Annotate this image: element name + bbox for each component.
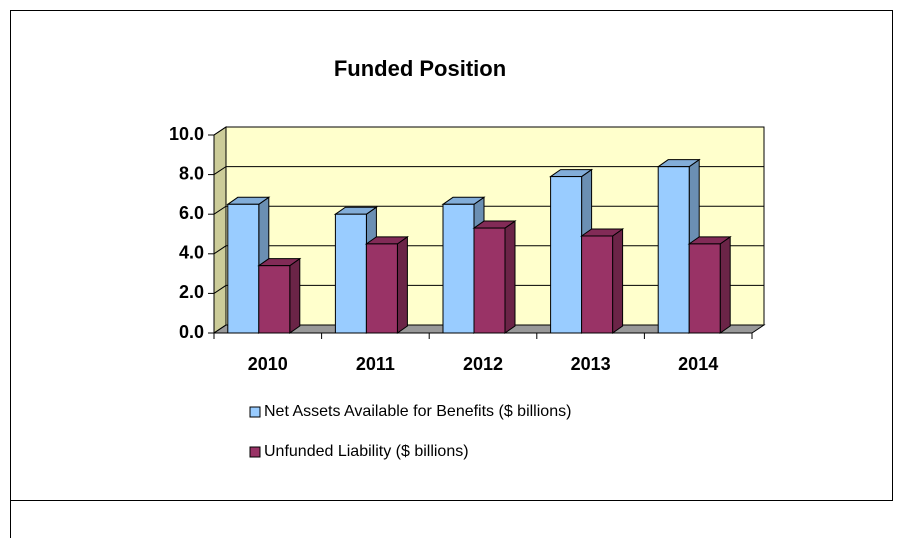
bar-side — [504, 220, 516, 334]
grid-line — [213, 126, 764, 136]
bar — [657, 166, 690, 334]
bar-side — [396, 235, 408, 334]
legend-swatch — [249, 406, 261, 418]
y-tick-label: 6.0 — [179, 203, 204, 223]
bar — [550, 176, 583, 334]
bar — [581, 235, 614, 334]
y-tick-label: 8.0 — [179, 163, 204, 183]
bar-side — [612, 228, 624, 334]
side-wall — [213, 126, 227, 334]
y-tick-label: 2.0 — [179, 282, 204, 302]
chart-title: Funded Position — [334, 56, 506, 81]
bar — [334, 213, 367, 334]
y-tick-label: 4.0 — [179, 243, 204, 263]
x-tick-label: 2010 — [248, 354, 288, 374]
x-tick-label: 2014 — [678, 354, 718, 374]
bar — [688, 243, 721, 334]
bar-side — [719, 235, 731, 334]
grid-line — [213, 166, 764, 176]
chart-frame — [10, 10, 893, 501]
x-tick-label: 2012 — [463, 354, 503, 374]
legend-label: Net Assets Available for Benefits ($ bil… — [264, 403, 571, 420]
bar — [442, 203, 475, 334]
x-tick-label: 2013 — [571, 354, 611, 374]
bar — [258, 265, 291, 334]
bar-side — [289, 257, 301, 334]
bar — [227, 203, 260, 334]
y-tick-label: 10.0 — [169, 124, 204, 144]
x-tick-label: 2011 — [356, 354, 395, 374]
legend-swatch — [249, 446, 261, 458]
bar — [365, 243, 398, 334]
bar — [473, 227, 506, 334]
y-tick-label: 0.0 — [179, 322, 204, 342]
legend-label: Unfunded Liability ($ billions) — [264, 443, 469, 460]
